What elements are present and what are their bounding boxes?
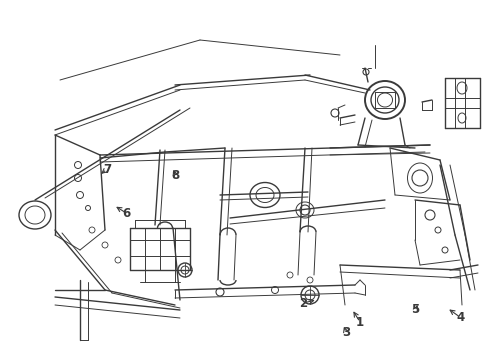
Text: 2: 2: [299, 297, 307, 310]
Text: 7: 7: [103, 163, 111, 176]
Text: 3: 3: [342, 326, 350, 339]
Text: 1: 1: [356, 316, 364, 329]
Text: 5: 5: [412, 303, 419, 316]
Text: 4: 4: [457, 311, 465, 324]
Text: 8: 8: [172, 169, 179, 182]
Text: 6: 6: [122, 207, 130, 220]
